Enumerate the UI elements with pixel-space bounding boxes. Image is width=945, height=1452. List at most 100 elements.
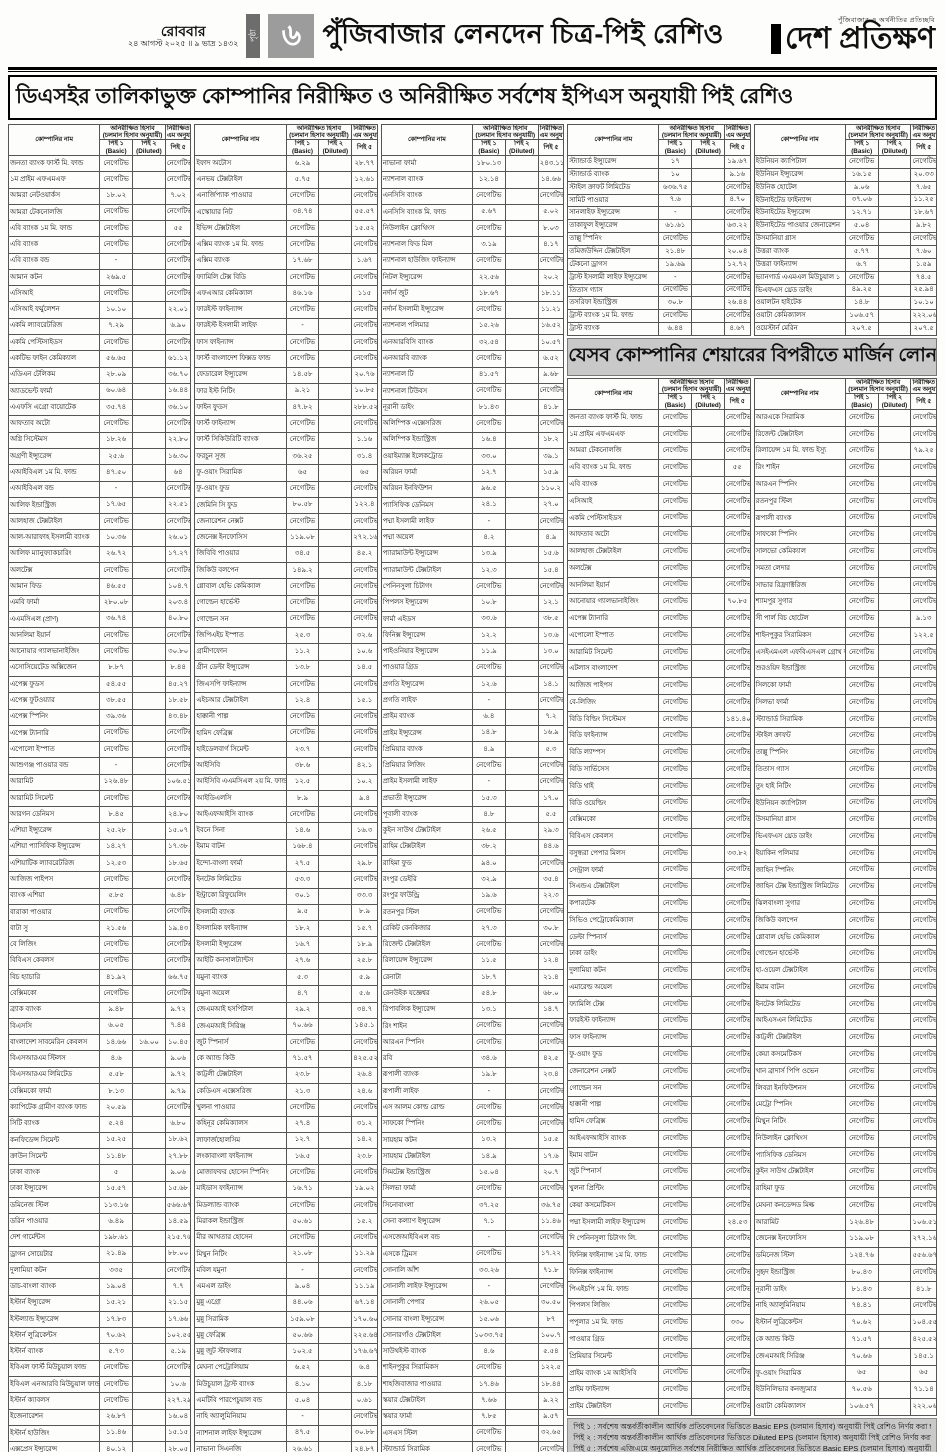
pe1-value-cell: ৬.০৫ bbox=[99, 1017, 134, 1036]
pe1-value-cell: নেগেটিভ bbox=[285, 301, 320, 319]
company-name-cell: ফ্যামিলি টেক্স bbox=[567, 995, 660, 1014]
pe5-value-cell: ২৪.৫৩ bbox=[724, 1213, 751, 1232]
table-row: পদ্মা ইসলামী লাইফ ইন্স্যুরেন্স নেগেটিভ ২৪.… bbox=[567, 1213, 751, 1232]
pe1-value-cell: নেগেটিভ bbox=[658, 878, 693, 897]
table-row: ওয়াইম্যাক্স ইলেকট্রোড ৩৩.০ ৩৯.১ bbox=[380, 447, 565, 466]
company-name-cell: রবি bbox=[380, 1050, 473, 1068]
pe1-value-cell: ১৫.২১ bbox=[99, 1294, 134, 1312]
pe5-value-cell: ৪৩.৪৮ bbox=[164, 708, 192, 726]
company-name-cell: ক্যাপিটেক গ্রামীণ ব্যাংক ফান্ড bbox=[7, 1099, 101, 1117]
table-row: গোল্ডেন হার্ভেস্ট নেগেটিভ নেগেটিভ bbox=[753, 945, 937, 964]
pe2-value-cell bbox=[132, 1441, 166, 1452]
pe2-value-cell bbox=[504, 610, 539, 629]
pe2-value-cell bbox=[318, 822, 353, 840]
table-row: অলটেক্স নেগেটিভ নেগেটিভ bbox=[7, 561, 192, 580]
table-row: আনলিমা ইয়ার্ন নেগেটিভ নেগেটিভ bbox=[7, 627, 192, 645]
company-name-cell: রতনপুর স্টিল bbox=[753, 492, 846, 511]
table-row: খুলনা প্রিন্টিং নেগেটিভ নেগেটিভ bbox=[567, 1180, 751, 1198]
company-name-cell: মীর আখতার হোসেন bbox=[194, 1229, 287, 1247]
company-name-cell: বিএসসি bbox=[7, 1017, 101, 1036]
pe5-value-cell: ১৬.৩০ bbox=[164, 447, 192, 466]
table-row: কপারটেক নেগেটিভ নেগেটিভ bbox=[567, 895, 751, 913]
table-row: এফএআর কেমিক্যাল ৪৬.১৬ ১১৫ bbox=[194, 285, 378, 303]
company-column-header: কোম্পানির নাম bbox=[194, 124, 287, 156]
company-name-cell: আরএন স্পিনিং bbox=[753, 476, 846, 494]
pe5-value-cell: ১৫.২ bbox=[351, 1213, 378, 1231]
company-name-cell: প্রাইম ইন্স্যুরেন্স bbox=[380, 724, 473, 743]
pe2-value-cell bbox=[318, 1115, 353, 1133]
pe2-value-cell bbox=[504, 252, 539, 270]
table-row: ন্যাশনাল ব্যাংক ১২.১৪ ১৪.৬৬ bbox=[380, 171, 565, 189]
pe5-value-cell: নেগেটিভ bbox=[724, 693, 751, 712]
pe5-value-cell: নেগেটিভ bbox=[910, 660, 937, 679]
table-row: জেএমআই হসপিটাল ২৯.২ ৩৪.৭ bbox=[194, 1001, 378, 1019]
company-name-cell: এইচআর টেক্সটাইল bbox=[194, 692, 287, 710]
table-row: এসিআই নেগেটিভ নেগেটিভ bbox=[567, 492, 751, 511]
table-row: অ্যাডভেন্ট ফার্মা ৬০.৬৪ ১৬.৪৪ bbox=[7, 382, 192, 401]
pe1-value-cell: ২৬.৮৭ bbox=[99, 1408, 134, 1426]
pe5-value-cell: নেগেটিভ bbox=[910, 1196, 937, 1215]
pe1-value-cell: নেগেটিভ bbox=[658, 442, 693, 461]
pe2-value-cell bbox=[504, 887, 539, 905]
pe2-value-cell bbox=[877, 1129, 912, 1148]
pe2-value-cell bbox=[318, 610, 353, 629]
table-row: এপেক্স স্পিনিং ৩৯.৩৬ ৪৩.৪৮ bbox=[7, 708, 192, 726]
company-name-cell: পদ্মা ইসলামী লাইফ ইন্স্যুরেন্স bbox=[567, 1213, 660, 1232]
company-name-cell: ভিএফএস থ্রেড ডাইং bbox=[753, 283, 846, 298]
table-row: বারাকা পাওয়ার নেগেটিভ নেগেটিভ bbox=[7, 903, 192, 922]
pe5-value-cell: ২২৭.২৯ bbox=[164, 1392, 192, 1410]
pe5-value-cell: নেগেটিভ bbox=[910, 777, 937, 796]
table-row: স্ট্যান্ডার্ড সিরামিক নেগেটিভ নেগেটিভ bbox=[753, 710, 937, 729]
pe1-value-cell: নেগেটিভ bbox=[844, 610, 879, 628]
pe2-value-cell bbox=[318, 252, 353, 270]
pe2-value-cell bbox=[318, 1327, 353, 1345]
company-name-cell: বে লিজিং bbox=[7, 936, 101, 954]
pe1-value-cell: ১৬.৭১ bbox=[285, 1180, 320, 1198]
table-row: জেনেক্স ইনফোসিস ১১৯.০৮ ২৭২.১৬ bbox=[753, 1230, 937, 1249]
pe5-value-cell: নেগেটিভ bbox=[910, 828, 937, 846]
pe1-value-cell: ১০.১০ bbox=[99, 301, 134, 319]
pe1-value-cell: ১৪.৬৬ bbox=[99, 1034, 134, 1052]
pe2-value-cell bbox=[318, 1262, 353, 1280]
pe1-value-cell: নেগেটিভ bbox=[844, 677, 879, 695]
company-name-cell: রিজেন্ট টেক্সটাইল bbox=[380, 936, 473, 954]
pe5-value-cell: নেগেটিভ bbox=[724, 1113, 751, 1131]
pe5-value-cell: ১৪.৫ bbox=[351, 659, 378, 677]
pe1-value-cell: ২৭.৫ bbox=[285, 855, 320, 873]
pe5-value-cell: নেগেটিভ bbox=[351, 187, 378, 205]
pe2-value-cell bbox=[877, 1314, 912, 1333]
pe2-value-cell bbox=[504, 1082, 539, 1101]
company-name-cell: সোনার বাংলা ইন্স্যুরেন্স bbox=[380, 1310, 473, 1329]
table-row: ইউনিয়ন ক্যাপিটাল নেগেটিভ নেগেটিভ bbox=[753, 794, 937, 813]
pe5-value-cell: ৭৯.২৫ bbox=[910, 442, 937, 461]
table-row: আলিফ ম্যানুফ্যাকচারিং ২৬.৭২ ১৭.২৭ bbox=[7, 545, 192, 563]
pe2-value-cell bbox=[504, 301, 539, 319]
pe1-value-cell: ৫.৮৫ bbox=[99, 887, 134, 905]
pe2-value-cell bbox=[691, 828, 726, 846]
pe2-value-cell bbox=[318, 1376, 353, 1394]
table-row: ক্যাপিটেক গ্রামীণ ব্যাংক ফান্ড ২০.৫৯ নেগেট… bbox=[7, 1099, 192, 1117]
table-row: ইয়াকিন পলিমার নেগেটিভ নেগেটিভ bbox=[753, 844, 937, 863]
pe-table-group-5: কোম্পানির নাম অনিরীক্ষিত হিসাব (চলমান হিসা… bbox=[753, 123, 937, 336]
company-column-header: কোম্পানির নাম bbox=[753, 378, 846, 410]
pe1-value-cell: নেগেটিভ bbox=[844, 1113, 879, 1131]
company-name-cell: রিলায়েন্স ইন্স্যুরেন্স bbox=[380, 952, 473, 971]
table-row: রিলায়েন্স ১ম মি. ফান্ড ইস্যু নেগেটিভ ৭৯.২… bbox=[753, 442, 937, 461]
table-row: নাহি অ্যালুমিনিয়াম ৭৪.৪১ নেগেটিভ bbox=[753, 1297, 937, 1316]
pe1-value-cell: নেগেটিভ bbox=[844, 660, 879, 679]
pe5-value-cell: ৫৫ bbox=[164, 220, 192, 238]
pe5-value-cell: নেগেটিভ bbox=[724, 543, 751, 561]
pe1-value-cell: ৫৬.৬৫ bbox=[99, 350, 134, 368]
pe1-value-cell: নেগেটিভ bbox=[471, 1099, 506, 1117]
pe1-value-cell: ৮.৪৫ bbox=[99, 806, 134, 824]
company-name-cell: আরামিট bbox=[753, 1213, 846, 1232]
pe2-value-cell bbox=[132, 1376, 166, 1394]
pe5-value-cell: নেগেটিভ bbox=[351, 1034, 378, 1052]
pe2-value-cell bbox=[132, 447, 166, 466]
company-name-cell: এসইএমএল এফবিএসএল গ্রোথ ফান্ড bbox=[753, 643, 846, 662]
pe1-value-cell: নেগেটিভ bbox=[844, 442, 879, 461]
pe2-value-cell bbox=[691, 270, 726, 285]
company-name-cell: তিতাস গ্যাস bbox=[753, 761, 846, 779]
pe5-value-cell: নেগেটিভ bbox=[910, 895, 937, 913]
pe5-value-cell: ৮৭ bbox=[537, 1310, 565, 1329]
